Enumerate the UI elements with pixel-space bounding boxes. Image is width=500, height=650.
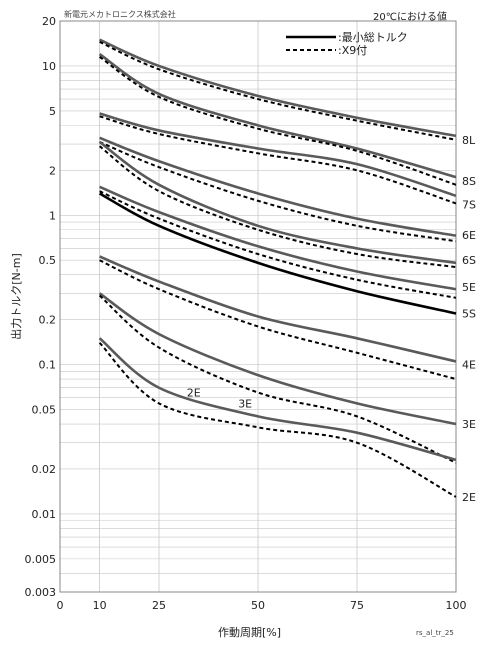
series-line-7S-min [99,112,457,198]
curve-label-5S: 5S [462,307,476,320]
legend-label-min: :最小総トルク [338,30,408,44]
x-tick-label: 50 [251,599,265,612]
y-tick-label: 5 [49,105,56,118]
curve-label-4E: 4E [462,359,476,372]
series-line-4E-x9 [99,259,457,381]
series-line-5S-min [98,192,457,315]
curve-label-2E: 2E [462,491,476,504]
curve-label-7S: 7S [462,199,476,212]
series-line-2E-min [98,337,457,462]
series-line-8S-x9 [99,56,457,186]
series-line-6S-x9 [98,145,457,269]
curve-label-8S: 8S [462,175,476,188]
company-name: 新電元メカトロニクス株式会社 [64,10,176,19]
series-line-8L-x9 [99,40,457,141]
y-tick-label: 0.5 [39,254,57,267]
series-line-4E-min [99,255,457,363]
y-tick-label: 0.1 [39,359,57,372]
series-line-8S-min [98,53,457,179]
annotation-3E: 3E [238,397,252,410]
curve-label-6E: 6E [462,229,476,242]
curve-label-8L: 8L [462,134,476,147]
y-tick-label: 0.003 [25,586,57,599]
temperature-condition: 20℃における値 [373,12,447,23]
x-tick-label: 10 [93,599,107,612]
legend: :最小総トルク:X9付 [286,30,408,57]
y-tick-label: 0.02 [32,463,57,476]
y-tick-label: 0.01 [32,508,57,521]
y-tick-label: 10 [42,60,56,73]
series-line-7S-x9 [99,115,457,205]
x-axis-title: 作動周期[%] [218,626,282,639]
figure-id: rs_al_tr_25 [416,629,454,637]
labels: 8L 8S 7S 6E 6S 5E 5S 4E 3E 2E 2E 3E [187,134,476,504]
y-axis-title: 出力トルク[N-m] [9,253,23,340]
curve-label-5E: 5E [462,281,476,294]
series-line-8L-min [99,38,457,138]
series-line-3E-min [98,292,457,426]
legend-label-x9: :X9付 [338,44,367,57]
x-tick-label: 100 [446,599,467,612]
plot-frame [59,20,457,593]
series-line-6E-min [99,136,457,237]
x-tick-label: 0 [57,599,64,612]
y-tick-label: 2 [49,164,56,177]
x-tick-label: 25 [152,599,166,612]
series-line-6S-min [98,140,457,265]
annotation-2E: 2E [187,387,201,400]
series-line-5E-x9 [99,190,457,299]
series-layer [98,38,457,498]
y-tick-label: 20 [42,15,56,28]
y-tick-label: 1 [49,209,56,222]
series-line-6E-x9 [99,140,457,243]
y-tick-label: 0.005 [25,553,57,566]
curve-label-3E: 3E [462,418,476,431]
x-tick-label: 75 [350,599,364,612]
y-tick-label: 0.2 [39,314,57,327]
y-tick-label: 0.05 [32,404,57,417]
series-line-5E-min [99,185,457,291]
grid [59,20,457,593]
curve-label-6S: 6S [462,254,476,267]
series-line-3E-x9 [98,294,457,464]
